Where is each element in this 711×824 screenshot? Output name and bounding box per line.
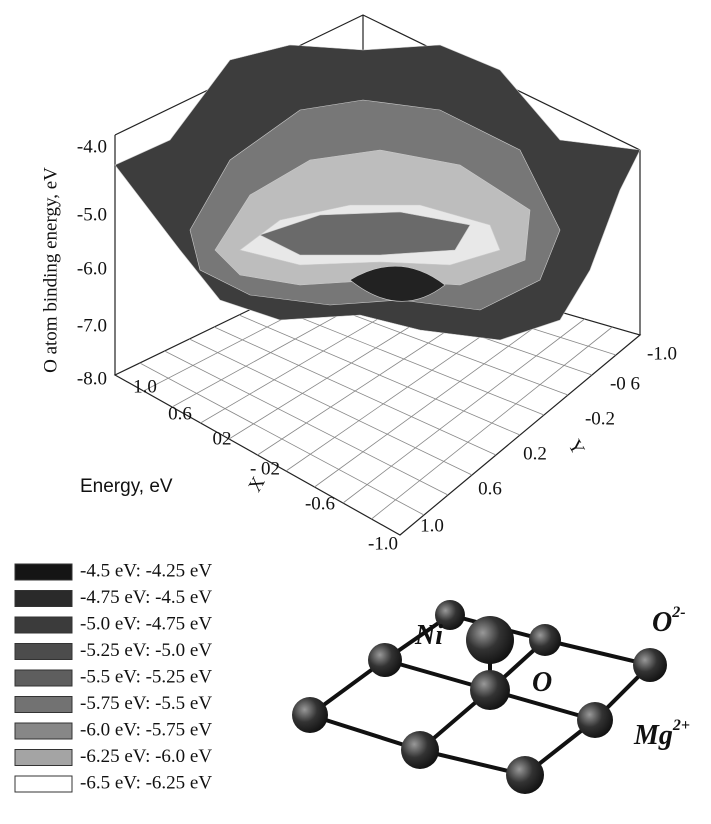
atom-symbol: O: [652, 607, 672, 638]
atom-label: Ni: [414, 620, 443, 651]
x-tick-label: 0.6: [168, 403, 192, 424]
y-tick-label: -1.0: [647, 343, 677, 364]
molecule: [292, 600, 667, 794]
grid-line: [314, 310, 558, 488]
x-tick-label: 02: [213, 428, 232, 449]
legend-label: -6.25 eV: -6.0 eV: [80, 746, 212, 767]
legend-swatch: [14, 775, 73, 793]
grid-line: [371, 326, 613, 520]
z-tick-label: -8.0: [77, 368, 107, 389]
z-tick-label: -5.0: [77, 204, 107, 225]
legend-label: -6.0 eV: -5.75 eV: [80, 719, 212, 740]
z-tick-label: -6.0: [77, 258, 107, 279]
y-tick-label: 0.2: [523, 443, 547, 464]
atom-charge: 2+: [672, 717, 690, 734]
legend-label: -4.75 eV: -4.5 eV: [80, 587, 212, 608]
x-tick-label: -0.6: [305, 493, 335, 514]
legend-label: -4.5 eV: -4.25 eV: [80, 560, 212, 581]
legend-swatch: [14, 722, 73, 740]
atom-symbol: Mg: [633, 720, 673, 751]
legend-swatch: [14, 563, 73, 581]
legend-swatch: [14, 590, 73, 607]
legend-label: -5.75 eV: -5.5 eV: [80, 693, 212, 714]
legend-label: -5.25 eV: -5.0 eV: [80, 640, 212, 661]
atom-charge: 2-: [671, 604, 685, 621]
legend-swatch: [14, 643, 73, 660]
x-tick-label: -1.0: [368, 533, 398, 554]
atom-symbol: O: [532, 667, 552, 698]
y-axis-label: Y: [563, 436, 588, 459]
atom-label: O2-: [652, 604, 686, 639]
legend-swatch: [14, 669, 73, 687]
y-tick-label: -0.2: [585, 408, 615, 429]
legend-label: -5.5 eV: -5.25 eV: [80, 666, 212, 687]
atom-label: O: [532, 667, 552, 698]
y-tick-label: 0.6: [478, 478, 502, 499]
z-axis-label: O atom binding energy, eV: [40, 167, 61, 373]
grid-line: [263, 302, 545, 416]
x-tick-label: 1.0: [133, 376, 157, 397]
y-tick-label: -0 6: [610, 373, 640, 394]
grid-line: [238, 314, 521, 436]
grid-line: [342, 318, 585, 504]
legend-swatch: [14, 616, 73, 634]
atom-symbol: Ni: [414, 620, 443, 651]
surface: [114, 44, 641, 341]
z-tick-label: -4.0: [77, 136, 107, 157]
legend-label: -6.5 eV: -6.25 eV: [80, 772, 212, 793]
legend-title: Energy, eV: [80, 476, 173, 497]
legend-swatch: [14, 696, 73, 713]
legend-swatch: [14, 749, 73, 766]
legend-label: -5.0 eV: -4.75 eV: [80, 613, 212, 634]
z-tick-label: -7.0: [77, 315, 107, 336]
x-tick-label: - 02: [250, 458, 280, 479]
y-tick-label: 1.0: [420, 515, 444, 536]
atom-label: Mg2+: [633, 717, 690, 752]
